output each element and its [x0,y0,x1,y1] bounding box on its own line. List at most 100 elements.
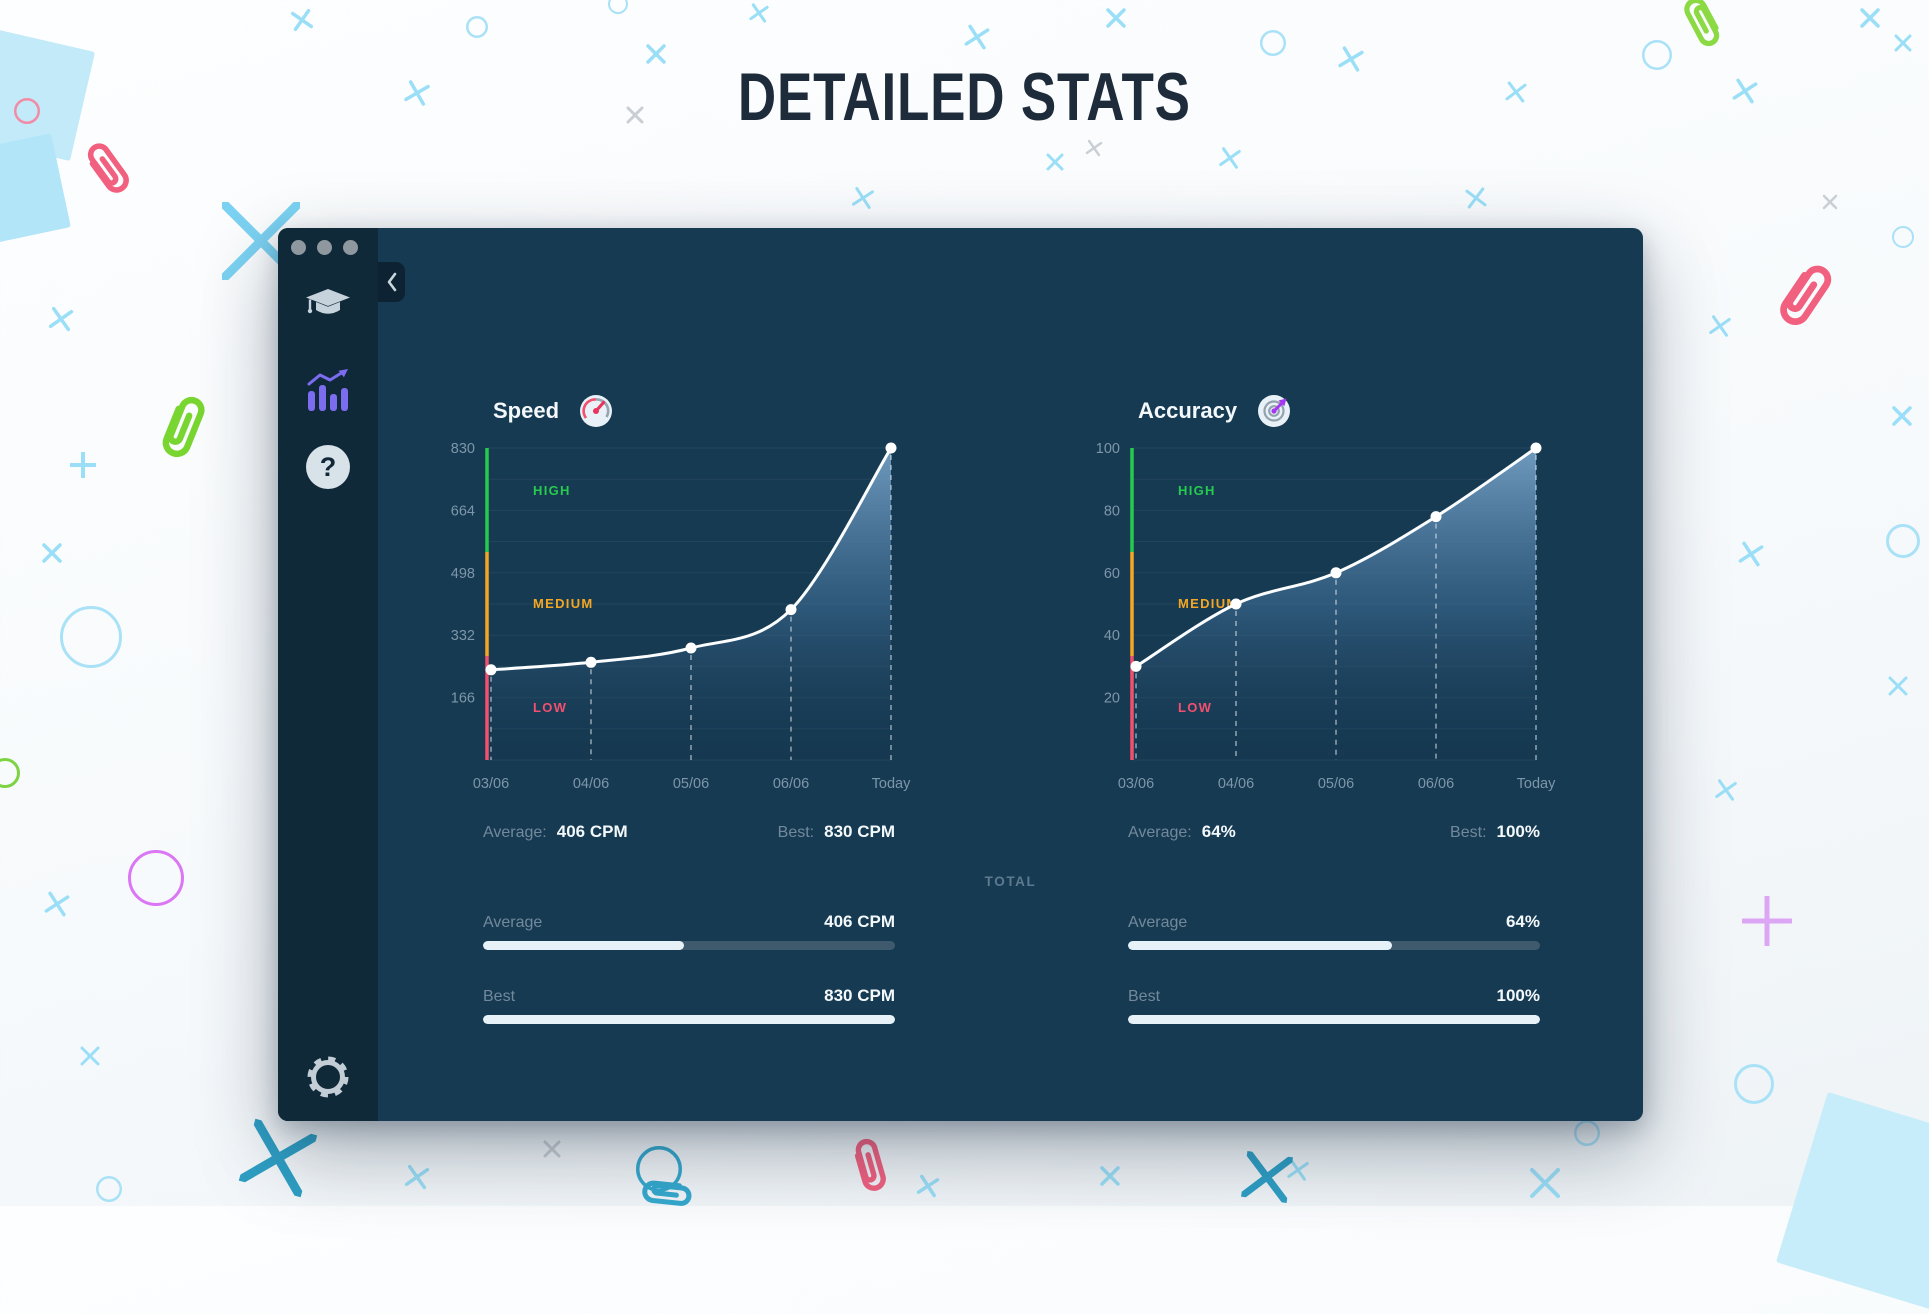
average-value: 406 CPM [556,822,628,841]
decor-cross [1530,1168,1560,1198]
progress-fill [1128,1015,1540,1024]
progress-track [483,941,895,950]
accuracy-summary: Average: 64% Best: 100% [1128,822,1540,842]
progress-fill [1128,941,1392,950]
sidebar-item-stats[interactable] [278,369,378,411]
svg-text:04/06: 04/06 [1218,776,1254,792]
progress-value: 406 CPM [824,912,895,931]
minimize-button[interactable] [317,240,332,255]
total-label: TOTAL [984,874,1037,889]
svg-text:04/06: 04/06 [573,776,609,792]
svg-text:MEDIUM: MEDIUM [533,596,594,611]
average-label: Average: [1128,824,1192,841]
decor-circle [1260,30,1286,56]
average-label: Average: [483,824,547,841]
progress-row-best: Best 830 CPM [483,986,895,1024]
best-stat: Best: 830 CPM [778,822,895,842]
progress-label: Average [483,914,543,931]
svg-text:Today: Today [1517,776,1556,792]
decor-cross [42,543,62,563]
app-window: ? Speed 830 664 498 332 166 HIGH MEDIUM [278,228,1643,1121]
average-value: 64% [1201,822,1236,841]
svg-text:LOW: LOW [533,700,567,715]
decor-plus [70,452,96,478]
progress-value: 830 CPM [824,986,895,1005]
zoom-button[interactable] [343,240,358,255]
decor-cross [44,891,70,917]
svg-text:LOW: LOW [1178,700,1212,715]
decor-circle [96,1176,122,1202]
speed-panel: Speed 830 664 498 332 166 HIGH MEDIUM LOW 03/06 0… [425,228,911,1121]
back-button[interactable] [378,262,405,302]
svg-text:80: 80 [1104,503,1120,519]
decor-square [1776,1092,1929,1314]
svg-text:166: 166 [451,691,475,707]
accuracy-panel: Accuracy 100 80 60 40 20 HIGH MEDIUM LOW 03/06 04… [1070,228,1556,1121]
decor-circle [608,0,628,14]
best-value: 100% [1496,822,1540,841]
decor-circle [60,606,122,668]
decor-circle [0,758,20,788]
decor-cross [1738,541,1764,567]
sidebar-item-help[interactable]: ? [278,445,378,489]
progress-track [1128,941,1540,950]
graduation-cap-icon [306,289,350,314]
progress-label: Best [1128,988,1161,1005]
decor-cross [48,306,74,332]
speedometer-icon [580,395,613,427]
svg-text:40: 40 [1104,628,1120,644]
svg-text:06/06: 06/06 [773,776,809,792]
sidebar-item-learn[interactable] [278,288,378,320]
decor-cross [749,3,769,23]
decor-cross [404,1164,430,1190]
sidebar: ? [278,228,378,1121]
average-stat: Average: 64% [1128,822,1236,842]
svg-text:HIGH: HIGH [1178,483,1216,498]
progress-row-average: Average 406 CPM [483,912,895,950]
svg-text:03/06: 03/06 [473,776,509,792]
decor-cross [238,1118,318,1198]
decor-cross [1709,315,1731,337]
decor-square [0,133,71,247]
svg-text:332: 332 [451,628,475,644]
decor-cross [80,1046,100,1066]
best-label: Best: [777,824,815,841]
close-button[interactable] [291,240,306,255]
decor-cross [1085,139,1103,157]
decor-cross [1219,147,1241,169]
decor-circle [1886,524,1920,558]
decor-cross [916,1174,940,1198]
decor-cross [1715,779,1737,801]
svg-text:05/06: 05/06 [673,776,709,792]
decor-paperclip [642,1180,692,1206]
decor-circle [1734,1064,1774,1104]
decor-cross [1241,1151,1293,1203]
decor-circle [466,16,488,38]
settings-button[interactable] [278,1050,378,1104]
accuracy-chart-header: Accuracy [1138,394,1291,428]
decor-paperclip [1684,0,1720,47]
svg-text:60: 60 [1104,566,1120,582]
progress-label: Average [1128,914,1188,931]
speed-summary: Average: 406 CPM Best: 830 CPM [483,822,895,842]
progress-label: Best [483,988,516,1005]
accuracy-chart: 100 80 60 40 20 HIGH MEDIUM LOW 03/06 04/06 05/06 0… [1096,441,1556,792]
decor-paperclip [854,1138,886,1191]
speed-chart: 830 664 498 332 166 HIGH MEDIUM LOW 03/06 04/06 05… [451,441,911,792]
svg-text:03/06: 03/06 [1118,776,1154,792]
progress-track [1128,1015,1540,1024]
window-controls [291,240,358,255]
decor-paperclip [1780,265,1832,325]
decor-cross [1892,406,1912,426]
best-value: 830 CPM [824,822,895,841]
decor-cross [1046,153,1064,171]
progress-row-average: Average 64% [1128,912,1540,950]
chart-title: Accuracy [1138,398,1238,423]
decor-cross [1287,1159,1309,1181]
decor-cross [1894,34,1912,52]
decor-cross [1888,676,1908,696]
decor-cross [1822,194,1838,210]
question-mark-icon: ? [306,445,350,489]
decor-cross [543,1140,561,1158]
progress-value: 100% [1496,986,1540,1005]
